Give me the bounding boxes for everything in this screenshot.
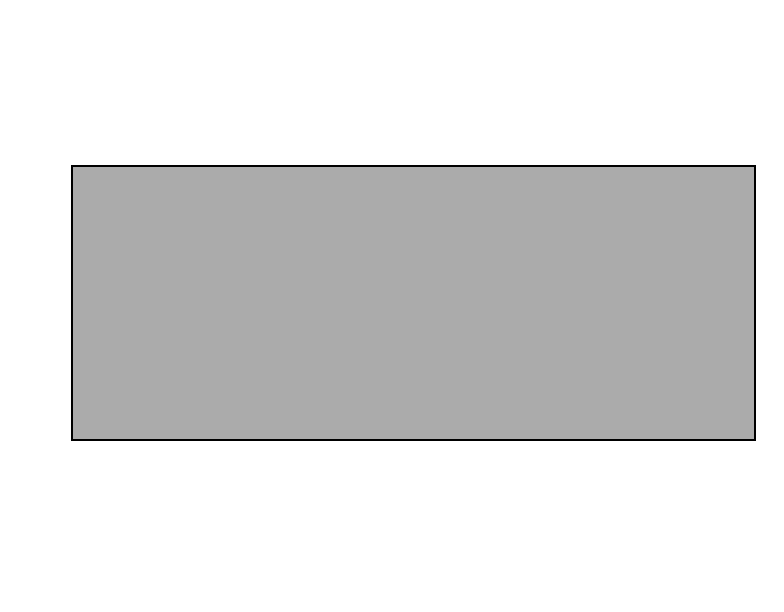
rainfall-raster [73,167,754,439]
map-plot-area [71,165,756,441]
